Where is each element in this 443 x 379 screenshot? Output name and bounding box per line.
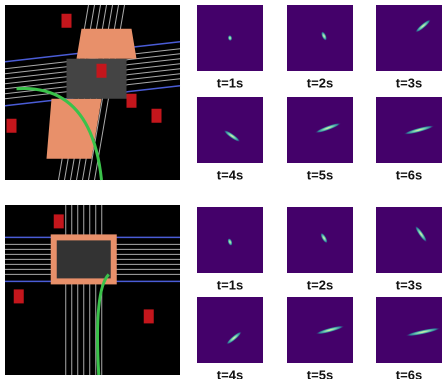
time-label: t=3s	[396, 75, 422, 90]
crosswalk	[77, 29, 137, 59]
time-label: t=1s	[217, 277, 243, 292]
time-label: t=6s	[396, 367, 422, 379]
crosswalk	[54, 237, 114, 281]
vehicle	[62, 14, 72, 28]
figure: t=1s t=2s t=3s t=4s t=5s t=6s t=1s t=2s t=3s t=4s…	[0, 0, 443, 379]
time-label: t=4s	[217, 367, 243, 379]
heatmap	[287, 5, 353, 71]
map-scene	[5, 205, 180, 375]
map-scene	[0, 5, 180, 180]
time-label: t=2s	[307, 277, 333, 292]
vehicle	[7, 119, 17, 133]
time-label: t=2s	[307, 75, 333, 90]
time-label: t=4s	[217, 167, 243, 182]
time-label: t=3s	[396, 277, 422, 292]
heatmap	[197, 97, 263, 163]
vehicle	[97, 64, 107, 78]
heatmap	[376, 5, 442, 71]
vehicle	[152, 109, 162, 123]
time-label: t=6s	[396, 167, 422, 182]
vehicle	[14, 289, 24, 303]
heatmap	[287, 297, 353, 363]
time-label: t=5s	[307, 167, 333, 182]
figure-canvas: t=1s t=2s t=3s t=4s t=5s t=6s t=1s t=2s t=3s t=4s…	[0, 0, 443, 379]
time-label: t=5s	[307, 367, 333, 379]
map-background	[5, 205, 180, 375]
vehicle	[54, 214, 64, 228]
heatmap	[376, 207, 442, 273]
time-label: t=1s	[217, 75, 243, 90]
heatmap	[287, 207, 353, 273]
vehicle	[127, 94, 137, 108]
heatmap	[376, 97, 442, 163]
heatmap	[197, 297, 263, 363]
vehicle	[144, 309, 154, 323]
